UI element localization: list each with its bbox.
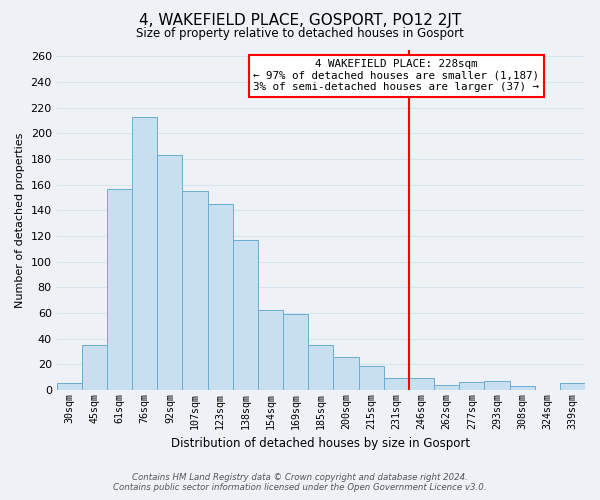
Bar [107, 188, 132, 390]
Bar [308, 345, 334, 390]
Bar [384, 378, 409, 390]
X-axis label: Distribution of detached houses by size in Gosport: Distribution of detached houses by size … [171, 437, 470, 450]
Bar [484, 381, 509, 390]
Bar [56, 384, 82, 390]
Bar [233, 240, 258, 390]
Bar [182, 191, 208, 390]
Bar [283, 314, 308, 390]
Text: 4 WAKEFIELD PLACE: 228sqm
← 97% of detached houses are smaller (1,187)
3% of sem: 4 WAKEFIELD PLACE: 228sqm ← 97% of detac… [253, 59, 539, 92]
Bar [258, 310, 283, 390]
Bar [359, 366, 384, 390]
Text: Size of property relative to detached houses in Gosport: Size of property relative to detached ho… [136, 28, 464, 40]
Bar [208, 204, 233, 390]
Bar [509, 386, 535, 390]
Text: 4, WAKEFIELD PLACE, GOSPORT, PO12 2JT: 4, WAKEFIELD PLACE, GOSPORT, PO12 2JT [139, 12, 461, 28]
Bar [409, 378, 434, 390]
Bar [157, 155, 182, 390]
Bar [459, 382, 484, 390]
Bar [334, 356, 359, 390]
Bar [434, 385, 459, 390]
Bar [132, 116, 157, 390]
Y-axis label: Number of detached properties: Number of detached properties [15, 132, 25, 308]
Bar [560, 384, 585, 390]
Bar [82, 345, 107, 390]
Text: Contains HM Land Registry data © Crown copyright and database right 2024.
Contai: Contains HM Land Registry data © Crown c… [113, 473, 487, 492]
